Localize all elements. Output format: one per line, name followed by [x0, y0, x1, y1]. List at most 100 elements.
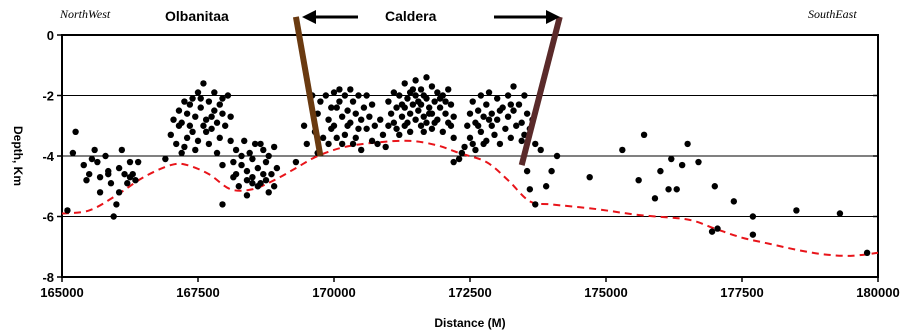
data-point [186, 101, 194, 108]
y-tick-label: -6 [42, 210, 54, 225]
data-point [412, 116, 419, 123]
data-point [175, 122, 183, 129]
data-point [480, 113, 487, 120]
data-point [542, 183, 550, 190]
data-point [385, 122, 392, 129]
data-point [464, 122, 471, 129]
data-point [230, 173, 237, 181]
data-point [257, 180, 264, 187]
data-point [330, 89, 338, 96]
data-point [189, 128, 196, 135]
data-point [510, 83, 517, 90]
data-point [360, 104, 368, 111]
data-point [205, 140, 213, 148]
data-point [349, 98, 357, 105]
data-point [415, 98, 422, 105]
data-point [189, 95, 196, 102]
data-point [83, 177, 90, 184]
data-point [241, 137, 248, 145]
data-point [216, 101, 223, 108]
label-caldera: Caldera [385, 8, 437, 24]
data-point [115, 189, 123, 196]
data-point [262, 177, 270, 184]
data-point [504, 113, 512, 120]
data-point [390, 119, 398, 126]
data-point [521, 92, 528, 99]
x-tick-label: 172500 [448, 285, 491, 300]
data-point [494, 95, 501, 102]
data-point [178, 149, 185, 157]
data-point [640, 131, 648, 139]
data-point [80, 161, 87, 169]
data-point [262, 158, 270, 166]
data-point [192, 146, 199, 154]
data-point [270, 183, 278, 190]
data-point [358, 146, 365, 154]
data-point [553, 152, 561, 160]
data-point [396, 92, 403, 99]
direction-northwest: NorthWest [59, 7, 111, 21]
data-point [507, 101, 514, 108]
data-point [124, 180, 131, 187]
data-point [358, 116, 365, 123]
data-point [431, 119, 438, 126]
data-point [450, 158, 457, 166]
data-point [126, 173, 134, 181]
data-point [651, 195, 659, 202]
data-point [586, 173, 593, 181]
data-point [412, 92, 419, 99]
data-point [398, 101, 406, 108]
data-point [863, 249, 871, 256]
data-point [695, 158, 702, 166]
data-point [483, 101, 490, 108]
data-point [363, 125, 370, 132]
data-point [404, 95, 411, 102]
data-point [368, 101, 376, 108]
data-point [94, 158, 101, 166]
y-tick-label: -4 [42, 149, 54, 164]
data-point [684, 140, 691, 148]
data-point [110, 213, 117, 220]
data-point [474, 107, 482, 114]
data-point [69, 149, 77, 157]
data-point [548, 167, 555, 175]
data-point [303, 140, 310, 148]
data-point [134, 158, 142, 166]
data-point [442, 110, 449, 117]
data-point [260, 146, 267, 154]
data-point [341, 131, 349, 139]
data-point [219, 201, 226, 208]
data-point [532, 140, 539, 148]
data-point [836, 210, 844, 217]
data-point [211, 89, 218, 96]
data-point [344, 122, 351, 129]
data-point [450, 134, 457, 142]
data-point [387, 110, 395, 117]
data-point [227, 113, 234, 120]
data-point [442, 98, 449, 105]
data-point [417, 86, 425, 93]
data-point [426, 110, 433, 117]
data-point [537, 146, 544, 154]
data-point [488, 110, 495, 117]
x-tick-label: 170000 [312, 285, 355, 300]
data-point [194, 137, 202, 145]
data-point [488, 122, 495, 129]
data-point [447, 101, 455, 108]
data-point [466, 134, 474, 142]
data-point [197, 104, 204, 111]
data-point [238, 161, 245, 169]
x-axis-label: Distance (M) [434, 316, 505, 330]
data-point [336, 98, 343, 105]
data-point [192, 113, 199, 120]
data-point [328, 125, 335, 132]
data-point [235, 183, 242, 190]
data-point [374, 140, 381, 148]
data-point [249, 155, 256, 163]
data-point [260, 170, 267, 178]
depth-line [61, 139, 879, 257]
data-point [173, 140, 180, 148]
data-point [170, 116, 177, 123]
x-tick-label: 167500 [176, 285, 219, 300]
